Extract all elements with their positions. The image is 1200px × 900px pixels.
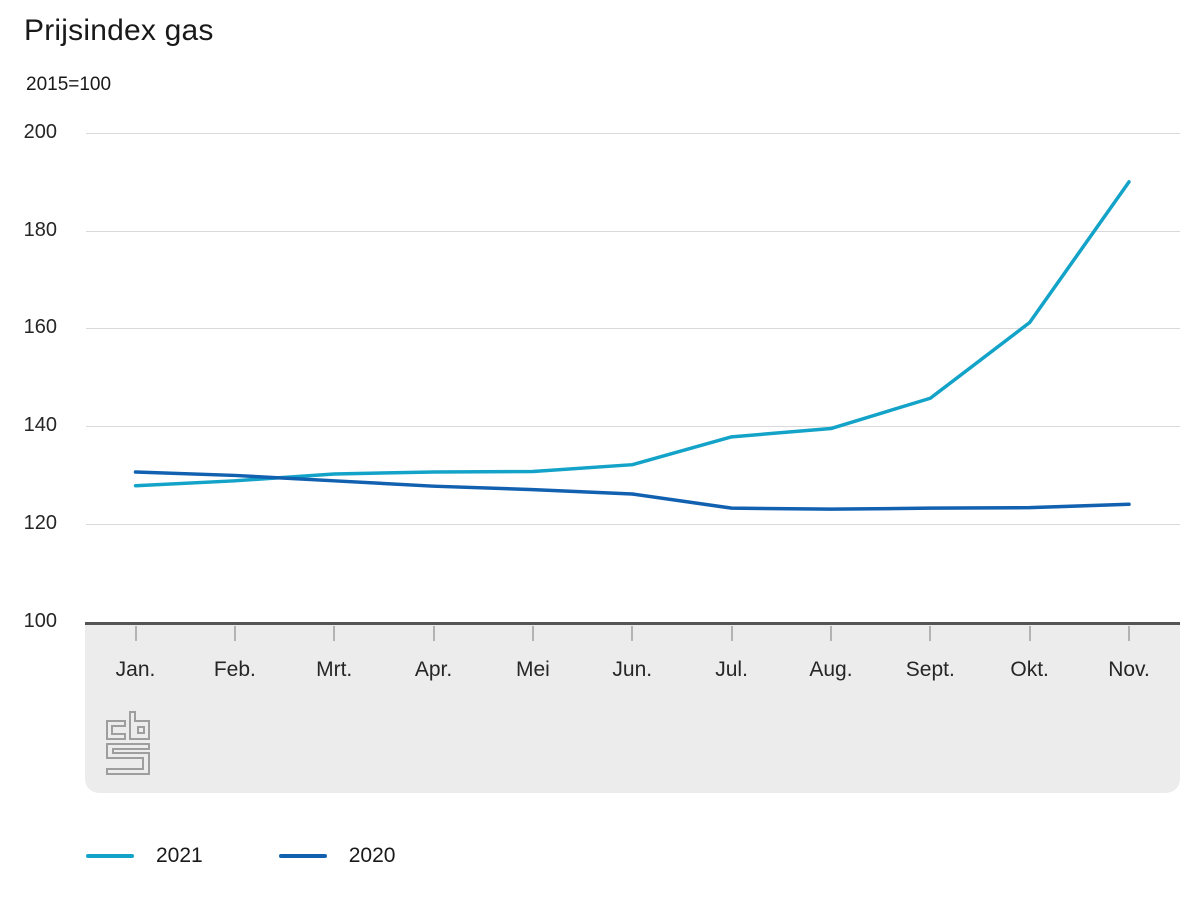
x-tick-label-Jul: Jul.: [715, 658, 748, 681]
x-axis-tick: [631, 626, 634, 641]
x-tick-label-Aug: Aug.: [809, 658, 853, 681]
x-tick-label-Nov: Nov.: [1108, 658, 1150, 681]
x-axis-tick: [929, 626, 932, 641]
legend-item-2021[interactable]: 2021: [86, 844, 203, 868]
axis-unit-label: 2015=100: [26, 74, 112, 95]
y-tick-label-140: 140: [23, 414, 57, 437]
x-axis-tick: [333, 626, 336, 641]
page-title: Prijsindex gas: [24, 14, 214, 47]
legend-label-2020: 2020: [348, 844, 396, 867]
gridline-200: [86, 133, 1180, 134]
series-line-2020[interactable]: [133, 470, 1131, 511]
y-tick-label-200: 200: [23, 121, 57, 144]
x-tick-label-Jun: Jun.: [612, 658, 653, 681]
gridline-160: [86, 328, 1180, 330]
legend-label-2021: 2021: [156, 844, 203, 867]
x-tick-label-Mrt: Mrt.: [316, 658, 353, 681]
y-tick-label-160: 160: [23, 316, 57, 339]
x-axis-tick: [432, 626, 435, 641]
x-tick-label-Okt: Okt.: [1010, 658, 1049, 681]
legend-item-2020[interactable]: 2020: [278, 844, 396, 868]
y-tick-label-100: 100: [23, 609, 57, 632]
x-axis-tick: [829, 626, 832, 641]
x-tick-label-Jan: Jan.: [115, 658, 156, 681]
x-axis-band: [85, 622, 1180, 793]
legend-swatch-2020: [278, 854, 327, 858]
x-tick-label-Feb: Feb.: [213, 658, 256, 681]
x-axis-tick: [531, 626, 534, 641]
x-axis-tick: [730, 626, 733, 641]
cbs-logo-icon: [106, 711, 150, 775]
x-tick-label-Mei: Mei: [515, 658, 550, 681]
series-line-2021[interactable]: [133, 180, 1131, 488]
gridline-180: [86, 230, 1180, 232]
y-tick-label-180: 180: [23, 218, 57, 241]
legend-swatch-2021: [86, 854, 134, 858]
x-axis-tick: [1128, 626, 1130, 641]
x-tick-label-Sept: Sept.: [905, 658, 955, 681]
y-tick-label-120: 120: [23, 511, 57, 534]
x-axis-tick: [134, 626, 137, 641]
legend: 2021 2020: [86, 844, 395, 868]
x-axis-tick: [233, 626, 236, 641]
x-tick-label-Apr: Apr.: [414, 658, 453, 681]
x-axis-tick: [1028, 626, 1031, 641]
gridline-120: [86, 523, 1180, 525]
gridline-140: [86, 426, 1180, 428]
